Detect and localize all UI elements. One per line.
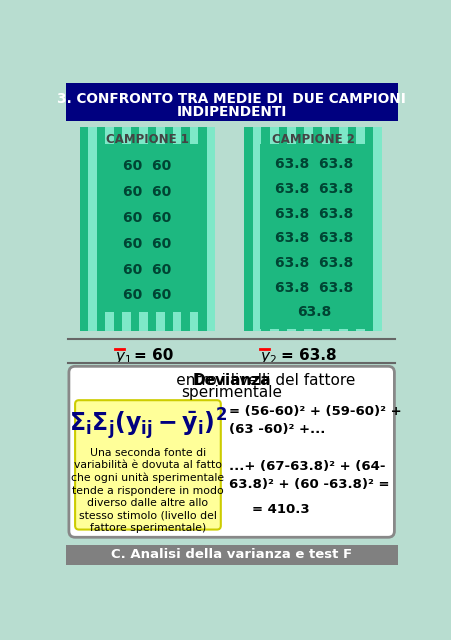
Text: sperimentale: sperimentale [181,385,281,400]
Bar [261,127,269,331]
Text: C. Analisi della varianza e test F: C. Analisi della varianza e test F [111,548,351,561]
FancyBboxPatch shape [75,400,220,529]
Text: 60  60: 60 60 [123,237,171,251]
Text: 3. CONFRONTO TRA MEDIE DI  DUE CAMPIONI: 3. CONFRONTO TRA MEDIE DI DUE CAMPIONI [57,92,405,106]
Bar [79,127,215,331]
Text: 63.8  63.8: 63.8 63.8 [275,182,353,196]
Text: $\mathbf{\Sigma_i\Sigma_j(y_{ij} - \bar{y}_i)^2}$: $\mathbf{\Sigma_i\Sigma_j(y_{ij} - \bar{… [69,406,226,442]
Bar [113,127,122,331]
Bar [130,127,139,331]
Text: = 410.3: = 410.3 [251,502,309,516]
Bar [295,127,304,331]
Text: CAMPIONE 2: CAMPIONE 2 [271,133,354,146]
Bar [97,144,197,312]
Text: 63.8  63.8: 63.8 63.8 [275,207,353,221]
Text: = (56-60)² + (59-60)² +
(63 -60)² +...: = (56-60)² + (59-60)² + (63 -60)² +... [228,405,400,436]
Text: 63.8  63.8: 63.8 63.8 [275,256,353,270]
Text: = 63.8: = 63.8 [281,348,336,363]
Bar [181,127,189,331]
Text: entro i livelli del fattore: entro i livelli del fattore [108,373,354,388]
Bar [164,127,173,331]
Text: 63.8  63.8: 63.8 63.8 [275,157,353,172]
Bar [79,127,88,331]
Bar [66,545,396,565]
Text: 60  60: 60 60 [123,159,171,173]
Text: 60  60: 60 60 [123,185,171,199]
Text: Una seconda fonte di
variabilità è dovuta al fatto
che ogni unità sperimentale
t: Una seconda fonte di variabilità è dovut… [71,448,224,533]
Bar [198,127,207,331]
Bar [278,127,286,331]
Text: $\bar{y}_2$: $\bar{y}_2$ [259,348,276,367]
Bar [66,83,396,122]
Bar [313,127,321,331]
Text: ...+ (67-63.8)² + (64-
63.8)² + (60 -63.8)² =: ...+ (67-63.8)² + (64- 63.8)² + (60 -63.… [228,460,388,492]
Text: 63.8: 63.8 [297,305,331,319]
Bar [347,127,355,331]
Text: 60  60: 60 60 [123,289,171,303]
Bar [330,127,338,331]
Text: CAMPIONE 1: CAMPIONE 1 [106,133,189,146]
Bar [147,127,156,331]
Text: 63.8  63.8: 63.8 63.8 [275,280,353,294]
Text: 60  60: 60 60 [123,262,171,276]
Bar [364,127,373,331]
Text: INDIPENDENTI: INDIPENDENTI [176,104,286,118]
Text: 60  60: 60 60 [123,211,171,225]
Text: 63.8  63.8: 63.8 63.8 [275,231,353,245]
Text: $\bar{y}_1$: $\bar{y}_1$ [115,348,132,367]
Text: Devianza: Devianza [192,373,270,388]
Bar [244,127,381,331]
Bar [244,127,252,331]
Bar [260,144,368,328]
Bar [97,127,105,331]
Text: = 60: = 60 [133,348,173,363]
FancyBboxPatch shape [69,366,394,537]
